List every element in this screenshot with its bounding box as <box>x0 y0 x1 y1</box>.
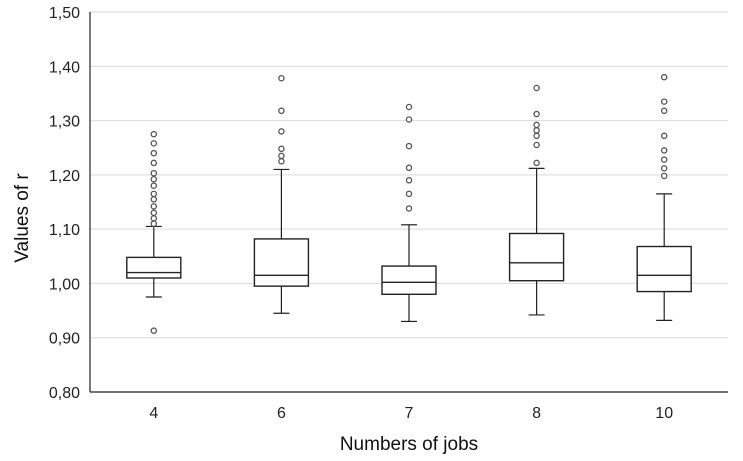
outlier-point <box>150 190 158 198</box>
iqr-box <box>253 238 310 287</box>
y-tick-label: 0,80 <box>49 385 80 402</box>
outlier-point <box>405 205 413 212</box>
outlier-point <box>533 159 540 167</box>
outlier-point <box>278 145 285 153</box>
outlier-point <box>150 159 158 167</box>
outlier-point <box>533 110 540 118</box>
y-tick-labels: 0,80 0,90 1,00 1,10 1,20 1,30 1,40 1,50 <box>49 5 80 402</box>
outlier-point <box>405 177 413 184</box>
outlier-point <box>660 107 668 115</box>
outlier-point <box>405 116 413 123</box>
outlier-point <box>660 172 668 180</box>
outlier-point <box>278 74 285 82</box>
boxes <box>126 73 692 334</box>
outlier-point <box>660 165 668 172</box>
outlier-point <box>660 147 668 154</box>
box-group-8 <box>508 84 565 316</box>
x-axis-title: Numbers of jobs <box>340 434 478 455</box>
outlier-point <box>278 128 285 135</box>
outlier-point <box>533 132 540 140</box>
y-axis-title: Values of r <box>12 173 33 263</box>
outlier-point <box>405 190 413 198</box>
outlier-point <box>278 158 285 165</box>
outlier-point <box>150 196 158 203</box>
outlier-point <box>660 156 668 163</box>
y-tick-label: 1,10 <box>49 222 80 239</box>
x-tick-labels: 4 6 7 8 10 <box>149 405 673 422</box>
outlier-point <box>150 140 158 147</box>
outlier-point <box>405 164 413 172</box>
outlier-point <box>150 327 158 334</box>
y-tick-label: 1,40 <box>49 59 80 76</box>
y-tick-label: 0,90 <box>49 331 80 348</box>
box-group-10 <box>636 73 692 321</box>
outlier-point <box>150 169 158 177</box>
outlier-point <box>150 175 158 183</box>
y-tick-label: 1,20 <box>49 168 80 185</box>
outlier-point <box>533 84 540 92</box>
outlier-point <box>150 130 158 138</box>
axes <box>89 12 728 393</box>
x-tick-label: 8 <box>532 405 541 422</box>
outlier-point <box>150 209 158 217</box>
box-group-7 <box>381 103 437 323</box>
y-tick-label: 1,50 <box>49 5 80 22</box>
outlier-point <box>150 215 158 222</box>
outlier-point <box>405 142 413 150</box>
outlier-point <box>278 152 285 160</box>
outlier-point <box>533 121 540 129</box>
outlier-point <box>660 132 668 140</box>
outlier-point <box>405 103 413 111</box>
outlier-point <box>660 98 668 105</box>
outlier-point <box>278 107 285 115</box>
outlier-point <box>150 149 158 157</box>
outlier-point <box>660 73 668 81</box>
iqr-box <box>126 256 182 279</box>
y-tick-label: 1,30 <box>49 114 80 131</box>
x-tick-label: 7 <box>405 405 414 422</box>
box-group-6 <box>253 74 310 314</box>
box-group-4 <box>126 130 182 334</box>
outlier-point <box>533 127 540 134</box>
y-tick-label: 1,00 <box>49 276 80 293</box>
x-tick-label: 10 <box>655 405 673 422</box>
outlier-point <box>150 203 158 210</box>
x-tick-label: 6 <box>277 405 286 422</box>
x-tick-label: 4 <box>149 405 158 422</box>
outlier-point <box>150 182 158 189</box>
iqr-box <box>508 232 565 282</box>
iqr-box <box>381 265 437 295</box>
outlier-point <box>150 220 158 227</box>
outlier-point <box>533 141 540 149</box>
iqr-box <box>636 245 692 293</box>
